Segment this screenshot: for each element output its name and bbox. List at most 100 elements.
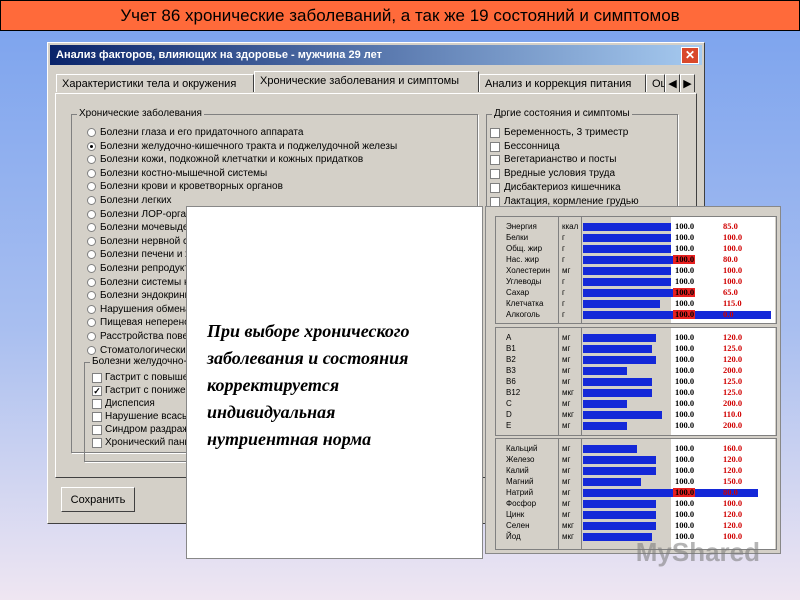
nutrient-name: A <box>506 333 512 342</box>
radio-label[interactable]: Болезни кожи, подкожной клетчатки и кожн… <box>100 154 364 166</box>
nutrient-name: Железо <box>506 455 535 464</box>
radio-button[interactable] <box>87 128 96 137</box>
nutrient-unit: мг <box>562 499 571 508</box>
tab[interactable]: Анализ и коррекция питания <box>479 74 646 92</box>
nutrient-unit: мг <box>562 455 571 464</box>
nutrient-name: Фосфор <box>506 499 537 508</box>
value-area <box>671 217 775 323</box>
nutrient-name: Нас. жир <box>506 255 539 264</box>
nutrient-name: B1 <box>506 344 516 353</box>
highlight <box>673 255 695 264</box>
nutrient-name: Натрий <box>506 488 534 497</box>
checkbox[interactable] <box>490 128 500 138</box>
actual-value: 85.0 <box>723 221 738 231</box>
radio-button[interactable] <box>87 332 96 341</box>
radio-label[interactable]: Расстройства поведе <box>100 331 200 342</box>
actual-value: 120.0 <box>723 332 743 342</box>
checkbox-label[interactable]: Нарушение всасыва <box>105 411 200 422</box>
checkbox-label[interactable]: Диспепсия <box>105 398 155 409</box>
radio-label[interactable]: Болезни легких <box>100 195 172 206</box>
radio-button[interactable] <box>87 223 96 233</box>
radio-label[interactable]: Болезни репродукти <box>100 263 195 274</box>
radio-button[interactable] <box>87 318 96 328</box>
column-divider <box>558 217 559 323</box>
actual-value: 125.0 <box>723 387 743 397</box>
radio-button[interactable] <box>87 277 96 287</box>
radio-button[interactable] <box>87 250 96 260</box>
checkbox[interactable] <box>92 425 102 435</box>
radio-button[interactable] <box>87 236 96 246</box>
radio-label[interactable]: Болезни печени и же <box>100 249 198 261</box>
checkbox-label[interactable]: Гастрит с повышен <box>105 372 194 383</box>
radio-button[interactable] <box>87 168 96 178</box>
nutrient-name: Клетчатка <box>506 299 544 308</box>
note-line: нутриентная норма <box>207 429 372 449</box>
radio-button[interactable] <box>87 264 96 273</box>
nutrient-unit: мг <box>562 421 571 430</box>
group-title: Дргие состояния и симптомы <box>492 108 632 120</box>
checkbox[interactable] <box>92 438 102 448</box>
checkbox[interactable] <box>490 155 500 166</box>
radio-label[interactable]: Стоматологические <box>100 344 192 356</box>
close-button[interactable]: ✕ <box>681 47 699 64</box>
radio-button[interactable] <box>87 209 96 219</box>
radio-label[interactable]: Нарушения обмена в <box>100 303 199 315</box>
norm-value: 100.0 <box>675 454 695 464</box>
checkbox[interactable] <box>490 169 500 180</box>
radio-button[interactable] <box>87 345 96 355</box>
checkbox[interactable] <box>92 373 102 383</box>
actual-value: 125.0 <box>723 343 743 353</box>
checkbox-label[interactable]: Хронический панкр <box>105 437 195 448</box>
checkbox-label[interactable]: Вредные условия труда <box>504 168 616 180</box>
checkbox-label[interactable]: Дисбактериоз кишечника <box>504 181 621 193</box>
radio-button[interactable] <box>87 291 96 301</box>
checkbox[interactable] <box>92 399 102 409</box>
radio-label[interactable]: Болезни системы кр <box>100 276 194 288</box>
actual-value: 100.0 <box>723 276 743 286</box>
radio-label[interactable]: Пищевая непереноси <box>100 317 201 329</box>
column-divider <box>558 439 559 549</box>
checkbox-label[interactable]: Синдром раздраже <box>105 424 195 435</box>
radio-button[interactable] <box>87 155 96 165</box>
checkbox[interactable] <box>92 412 102 422</box>
tab-scroll-left[interactable]: ◀ <box>665 74 680 92</box>
radio-label[interactable]: Болезни эндокринно <box>100 290 196 302</box>
norm-value: 100.0 <box>675 498 695 508</box>
checkbox-label[interactable]: Лактация, кормление грудью <box>504 195 639 207</box>
tab-scroll-right[interactable]: ▶ <box>680 74 695 92</box>
actual-value: 115.0 <box>723 298 742 308</box>
tab[interactable]: Хронические заболевания и симптомы <box>254 71 479 92</box>
checkbox[interactable]: ✓ <box>92 386 102 396</box>
radio-button[interactable] <box>87 182 96 192</box>
norm-value: 100.0 <box>675 420 695 430</box>
radio-label[interactable]: Болезни костно-мышечной системы <box>100 167 268 179</box>
nutrient-name: Энергия <box>506 222 537 231</box>
radio-label[interactable]: Болезни крови и кроветворных органов <box>100 181 283 193</box>
checkbox[interactable] <box>490 141 500 152</box>
tab[interactable]: Оц <box>646 74 665 92</box>
tab[interactable]: Характеристики тела и окружения <box>56 74 254 92</box>
nutrient-name: Общ. жир <box>506 244 543 253</box>
radio-label[interactable]: Болезни нервной сис <box>100 235 199 247</box>
nutrient-name: B2 <box>506 355 516 364</box>
checkbox-label[interactable]: Беременность, 3 триместр <box>504 127 629 138</box>
nutrient-bar <box>583 444 637 453</box>
save-button[interactable]: Сохранить <box>61 487 135 512</box>
group-title: Хронические заболевания <box>77 108 204 120</box>
nutrient-name: Холестерин <box>506 266 550 275</box>
nutrient-bar <box>583 466 656 475</box>
checkbox-label[interactable]: Вегетарианство и посты <box>504 154 617 166</box>
radio-label[interactable]: Болезни глаза и его придаточного аппарат… <box>100 127 304 138</box>
nutrient-unit: ккал <box>562 222 579 231</box>
nutrient-unit: мг <box>562 377 571 386</box>
checkbox-label[interactable]: Гастрит с понижен <box>105 385 192 396</box>
radio-button[interactable] <box>87 304 96 314</box>
radio-button[interactable] <box>87 196 96 205</box>
radio-button[interactable] <box>87 141 96 151</box>
checkbox[interactable] <box>490 196 500 207</box>
radio-label[interactable]: Болезни желудочно-кишечного тракта и под… <box>100 140 398 152</box>
radio-label[interactable]: Болезни мочевыдел <box>100 222 194 234</box>
checkbox-label[interactable]: Бессонница <box>504 140 560 152</box>
radio-label[interactable]: Болезни ЛОР-органо <box>100 208 198 220</box>
checkbox[interactable] <box>490 182 500 193</box>
